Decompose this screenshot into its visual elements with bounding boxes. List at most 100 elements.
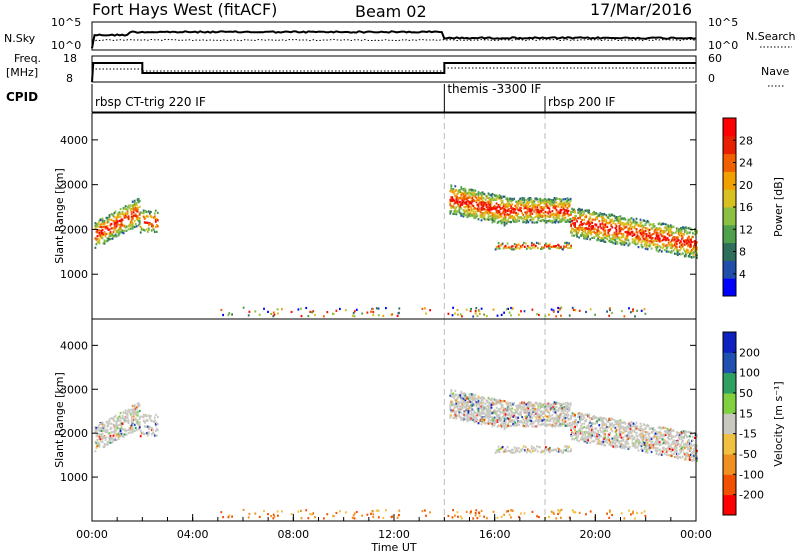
data-cell [513, 210, 516, 213]
data-cell [616, 219, 619, 222]
data-cell [634, 236, 637, 240]
data-cell [377, 314, 380, 317]
data-cell [538, 313, 540, 317]
data-cell [538, 420, 541, 423]
data-cell [498, 414, 501, 418]
data-cell [119, 417, 122, 420]
data-cell [272, 311, 275, 314]
data-cell [128, 411, 131, 414]
data-cell [548, 210, 551, 213]
data-cell [665, 228, 668, 231]
data-cell [559, 404, 562, 407]
data-cell [603, 213, 606, 216]
data-cell [593, 434, 596, 437]
data-cell [632, 437, 635, 440]
data-cell [583, 218, 586, 221]
data-cell [526, 217, 529, 220]
data-cell [597, 440, 600, 444]
data-cell [570, 210, 572, 213]
data-cell [477, 422, 480, 425]
data-cell [631, 441, 634, 445]
data-cell [526, 418, 529, 421]
data-cell [138, 409, 141, 413]
data-cell [142, 209, 145, 212]
data-cell [654, 245, 657, 249]
data-cell [570, 223, 572, 226]
data-cell [565, 208, 568, 212]
data-cell [525, 406, 528, 410]
data-cell [145, 214, 148, 217]
data-cell [684, 433, 687, 436]
data-cell [109, 438, 112, 441]
data-cell [96, 435, 99, 438]
data-cell [594, 212, 597, 215]
data-cell [546, 219, 549, 223]
data-cell [469, 310, 472, 313]
data-cell [536, 221, 539, 224]
data-cell [549, 243, 551, 246]
data-cell [643, 308, 646, 311]
data-cell [601, 426, 604, 429]
data-cell [584, 215, 587, 219]
data-cell [553, 218, 556, 221]
data-cell [555, 413, 558, 416]
data-cell [625, 426, 628, 429]
data-cell [494, 198, 497, 201]
data-cell [673, 455, 676, 459]
data-cell [666, 226, 669, 229]
data-cell [500, 422, 503, 425]
data-cell [675, 252, 678, 255]
data-cell [467, 206, 470, 209]
data-cell [631, 234, 634, 237]
data-cell [680, 234, 683, 238]
data-cell [125, 433, 128, 436]
data-cell [678, 435, 681, 439]
data-cell [115, 218, 118, 221]
data-cell [591, 431, 594, 434]
data-cell [505, 402, 508, 405]
data-cell [136, 206, 139, 209]
data-cell [486, 413, 489, 416]
data-cell [519, 197, 522, 200]
data-cell [151, 432, 154, 435]
data-cell [670, 429, 673, 433]
data-cell [592, 416, 595, 419]
data-cell [450, 205, 453, 208]
data-cell [571, 219, 573, 222]
data-cell [561, 247, 563, 250]
data-cell [534, 412, 537, 415]
data-cell [114, 430, 117, 433]
data-cell [478, 402, 481, 405]
data-cell [627, 442, 630, 446]
data-cell [535, 412, 538, 415]
data-cell [644, 227, 647, 230]
data-cell [549, 200, 552, 203]
data-cell [118, 226, 121, 229]
data-cell [102, 429, 105, 432]
data-cell [650, 441, 653, 444]
data-cell [614, 233, 617, 236]
data-cell [483, 407, 486, 410]
data-cell [602, 437, 605, 440]
data-cell [468, 413, 471, 416]
data-cell [536, 209, 539, 212]
data-cell [493, 416, 496, 419]
data-cell [493, 207, 496, 210]
data-cell [529, 215, 532, 218]
data-cell [677, 233, 680, 236]
data-cell [496, 399, 499, 402]
data-cell [519, 245, 522, 248]
data-cell [455, 415, 458, 418]
data-cell [548, 423, 551, 426]
data-cell [480, 201, 483, 204]
data-cell [464, 210, 467, 213]
data-cell [591, 417, 594, 420]
data-cell [486, 196, 489, 200]
data-cell [461, 201, 464, 204]
data-cell [529, 247, 532, 250]
data-cell [579, 226, 581, 229]
data-cell [455, 196, 458, 199]
data-cell [582, 210, 584, 213]
data-cell [129, 204, 132, 207]
cpid-segments: rbsp CT-trig 220 IF themis -3300 IF rbsp… [95, 82, 615, 112]
